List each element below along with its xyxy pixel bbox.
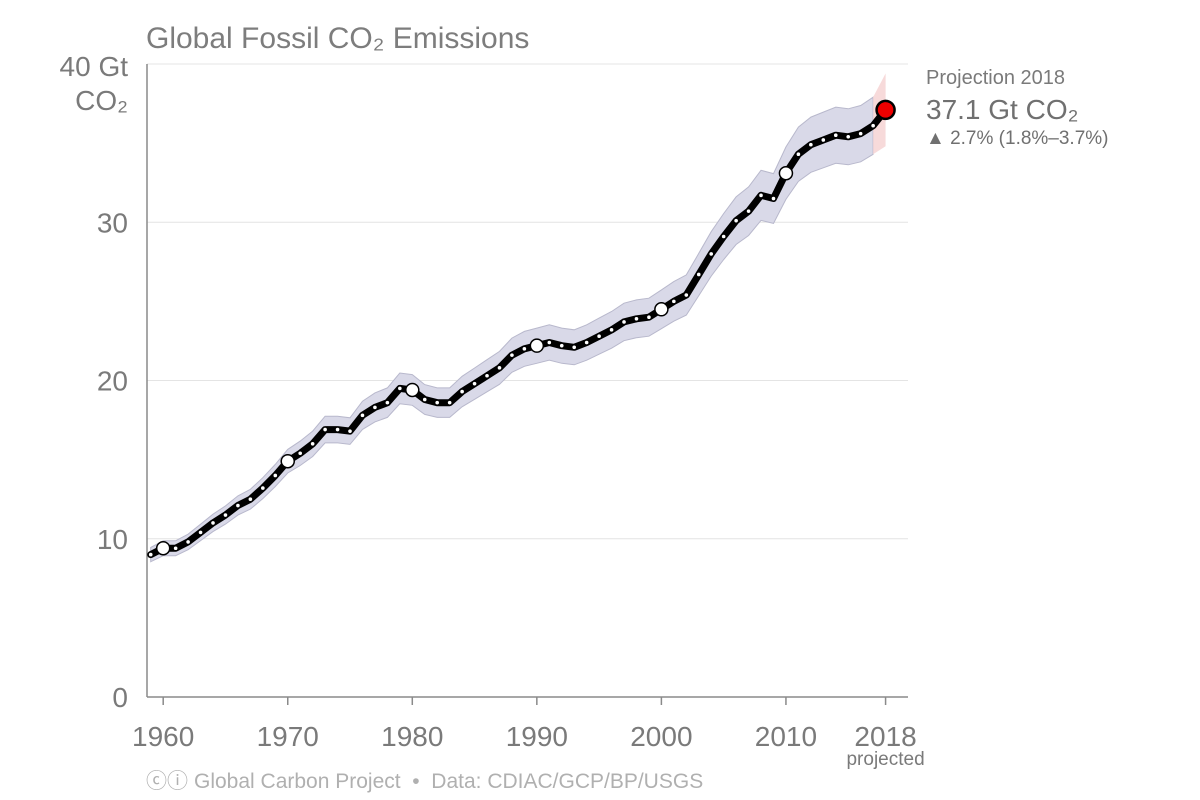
data-point-1982	[435, 400, 440, 405]
x-tick-label-2018: 2018	[854, 721, 916, 752]
data-point-2007	[746, 209, 751, 213]
data-point-1962	[186, 540, 190, 544]
data-point-1961	[173, 546, 178, 551]
data-point-1966	[236, 503, 240, 508]
data-point-1991	[547, 340, 552, 345]
data-point-2013	[821, 138, 826, 142]
data-point-1989	[522, 347, 527, 351]
projection-annotation: Projection 2018 37.1 Gt CO₂ ▲ 2.7% (1.8%…	[926, 67, 1109, 149]
data-point-1972	[310, 442, 315, 446]
data-point-1973	[323, 427, 327, 432]
data-point-2015	[846, 134, 851, 139]
axes	[146, 64, 908, 705]
data-point-2002	[684, 293, 689, 297]
cc-license-icons: ⓒⓘ	[146, 770, 188, 793]
projection-value: 37.1 Gt CO₂	[926, 94, 1078, 125]
data-point-1968	[261, 486, 265, 490]
data-point-1994	[584, 340, 589, 345]
data-point-2004	[709, 252, 714, 256]
data-point-1977	[373, 405, 377, 410]
milestone-point-2000	[654, 302, 669, 317]
data-point-1984	[460, 389, 464, 394]
data-point-1963	[198, 530, 203, 535]
emissions-line	[147, 106, 890, 559]
y-axis-unit-top: 40 Gt	[60, 51, 129, 82]
data-point-2006	[734, 218, 738, 223]
y-tick-label-0: 0	[112, 682, 128, 713]
data-point-1971	[298, 451, 302, 456]
projection-title: Projection 2018	[926, 67, 1065, 89]
data-point-1965	[223, 513, 228, 517]
data-point-2012	[809, 142, 813, 147]
milestone-point-1960	[155, 540, 171, 556]
x-tick-label-2010: 2010	[755, 721, 817, 752]
data-point-1986	[485, 373, 489, 378]
data-point-1983	[447, 400, 452, 405]
data-point-2014	[833, 133, 838, 138]
x-tick-label-2000: 2000	[630, 721, 692, 752]
data-point-1987	[497, 366, 502, 370]
x-tick-label-1970: 1970	[257, 721, 319, 752]
data-point-1988	[510, 353, 514, 357]
x-tick-label-1990: 1990	[506, 721, 568, 752]
footer-credit: Global Carbon Project • Data: CDIAC/GCP/…	[194, 770, 703, 793]
data-point-2017	[871, 123, 875, 128]
data-point-1975	[348, 429, 352, 433]
data-point-2008	[759, 193, 763, 198]
projection-change: ▲ 2.7% (1.8%–3.7%)	[926, 128, 1109, 149]
y-tick-label-20: 20	[97, 366, 128, 397]
data-point-2016	[858, 131, 863, 136]
data-point-1969	[273, 473, 278, 478]
data-point-1998	[634, 316, 639, 321]
data-point-1992	[559, 343, 564, 348]
data-point-1959	[148, 552, 153, 557]
projection-point-2018	[875, 99, 896, 121]
data-point-2011	[796, 152, 801, 157]
data-point-1997	[622, 320, 626, 324]
data-point-2009	[771, 196, 776, 201]
data-point-2005	[721, 234, 726, 239]
data-point-1964	[211, 521, 215, 525]
data-point-1985	[472, 381, 477, 386]
y-tick-labels: 0 10 20 30	[97, 207, 128, 713]
chart-title: Global Fossil CO₂ Emissions	[146, 22, 529, 55]
milestone-point-2010	[778, 165, 794, 181]
series-line	[147, 106, 890, 559]
data-point-1976	[360, 413, 365, 418]
milestone-point-1970	[280, 453, 295, 469]
data-point-1978	[385, 400, 390, 405]
x-tick-labels: 1960 1970 1980 1990 2000 2010 2018	[132, 721, 917, 752]
y-tick-label-10: 10	[97, 524, 128, 555]
projected-label: projected	[846, 749, 924, 770]
footer: ⓒⓘ Global Carbon Project • Data: CDIAC/G…	[146, 770, 703, 793]
data-point-1993	[572, 345, 577, 350]
y-tick-label-30: 30	[97, 207, 128, 238]
data-point-1967	[248, 497, 253, 501]
y-axis-unit-bottom: CO₂	[75, 85, 128, 116]
x-tick-label-1980: 1980	[381, 721, 443, 752]
data-point-2001	[672, 299, 676, 304]
data-point-1999	[647, 315, 651, 320]
gridlines	[147, 63, 908, 540]
data-points	[148, 99, 896, 557]
data-point-1974	[335, 427, 340, 432]
data-point-1979	[398, 386, 402, 391]
milestone-point-1980	[405, 382, 420, 398]
x-tick-label-1960: 1960	[132, 721, 194, 752]
data-point-1981	[422, 397, 427, 402]
milestone-point-1990	[529, 338, 545, 353]
data-point-1995	[597, 334, 601, 338]
data-point-1996	[609, 328, 614, 332]
data-point-2003	[696, 272, 701, 277]
